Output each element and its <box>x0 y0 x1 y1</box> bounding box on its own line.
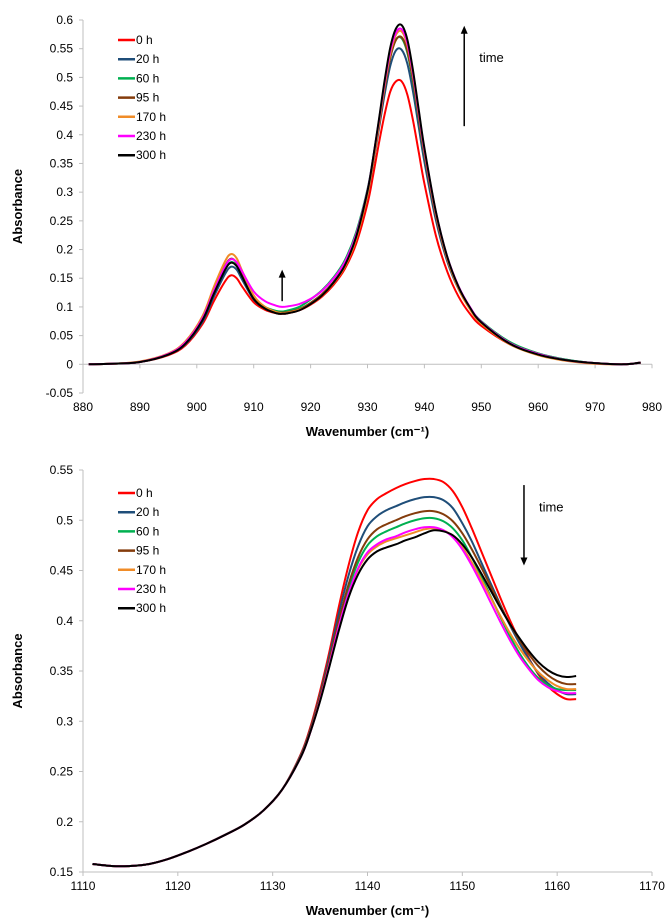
y-tick-label: 0.55 <box>50 42 74 56</box>
x-tick-label: 930 <box>357 400 377 414</box>
legend-label: 300 h <box>136 601 166 615</box>
x-axis-title: Wavenumber (cm⁻¹) <box>306 903 429 918</box>
y-tick-label: 0.2 <box>56 815 73 829</box>
x-tick-label: 1150 <box>449 879 475 893</box>
y-tick-label: 0.3 <box>56 185 73 199</box>
legend-label: 60 h <box>136 71 159 85</box>
series-line-230h <box>92 525 577 868</box>
x-tick-label: 880 <box>73 400 93 414</box>
x-tick-label: 900 <box>187 400 207 414</box>
series-line-0h <box>92 477 577 868</box>
series-line-300h <box>88 23 641 366</box>
series-line-20h <box>92 495 577 868</box>
legend-label: 300 h <box>136 148 166 162</box>
y-axis-title: Absorbance <box>10 633 25 708</box>
annotation-arrow-head <box>520 557 528 566</box>
annotation-text: time <box>539 499 564 514</box>
legend-label: 20 h <box>136 505 159 519</box>
legend-label: 0 h <box>136 33 153 47</box>
y-tick-label: 0.15 <box>50 271 74 285</box>
y-tick-label: 0.05 <box>50 329 74 343</box>
x-tick-label: 980 <box>642 400 662 414</box>
legend-label: 230 h <box>136 129 166 143</box>
legend-label: 95 h <box>136 91 159 105</box>
series-line-230h <box>88 27 641 366</box>
x-tick-label: 1130 <box>260 879 286 893</box>
y-tick-label: 0.45 <box>50 564 74 578</box>
legend-label: 170 h <box>136 110 166 124</box>
y-tick-label: 0.35 <box>50 156 74 170</box>
y-tick-label: 0.55 <box>50 463 74 477</box>
legend-label: 230 h <box>136 582 166 596</box>
y-tick-label: 0.35 <box>50 664 74 678</box>
x-tick-label: 910 <box>244 400 264 414</box>
y-tick-label: 0.5 <box>56 513 73 527</box>
x-tick-label: 940 <box>414 400 434 414</box>
y-tick-label: 0.15 <box>50 865 74 879</box>
series-line-0h <box>88 78 641 366</box>
x-tick-label: 1140 <box>355 879 381 893</box>
y-tick-label: 0.2 <box>56 243 73 257</box>
y-tick-label: 0.1 <box>56 300 73 314</box>
y-tick-label: 0.45 <box>50 99 74 113</box>
legend-label: 0 h <box>136 486 153 500</box>
x-tick-label: 890 <box>130 400 150 414</box>
legend-label: 170 h <box>136 563 166 577</box>
x-tick-label: 1170 <box>639 879 665 893</box>
x-tick-label: 1160 <box>544 879 570 893</box>
series-line-170h <box>92 527 577 868</box>
x-tick-label: 950 <box>471 400 491 414</box>
x-tick-label: 970 <box>585 400 605 414</box>
annotation-arrow-head <box>460 25 468 34</box>
y-tick-label: 0.5 <box>56 70 73 84</box>
chart-bottom: 0.15 0.2 0.25 0.3 0.35 0.4 0.45 0.5 0.55 1110 1120… <box>10 463 665 918</box>
legend-label: 95 h <box>136 544 159 558</box>
x-axis-title: Wavenumber (cm⁻¹) <box>306 424 429 439</box>
legend-label: 20 h <box>136 52 159 66</box>
y-tick-label: -0.05 <box>46 386 74 400</box>
y-tick-label: 0.4 <box>56 128 73 142</box>
y-tick-label: 0.6 <box>56 13 73 27</box>
annotation-arrow-head <box>278 269 286 278</box>
x-tick-label: 920 <box>301 400 321 414</box>
series-line-300h <box>92 529 577 868</box>
x-tick-label: 1120 <box>165 879 191 893</box>
chart-top: -0.05 0 0.05 0.1 0.15 0.2 0.25 0.3 0.35 0.4 0.45 0.… <box>10 13 662 439</box>
legend-label: 60 h <box>136 524 159 538</box>
annotation-text: time <box>479 50 504 65</box>
x-tick-label: 1110 <box>71 879 96 893</box>
y-tick-label: 0.25 <box>50 765 74 779</box>
y-tick-label: 0.25 <box>50 214 74 228</box>
y-axis-title: Absorbance <box>10 169 25 244</box>
x-tick-label: 960 <box>528 400 548 414</box>
y-tick-label: 0.3 <box>56 714 73 728</box>
y-tick-label: 0.4 <box>56 614 73 628</box>
y-tick-label: 0 <box>66 357 73 371</box>
